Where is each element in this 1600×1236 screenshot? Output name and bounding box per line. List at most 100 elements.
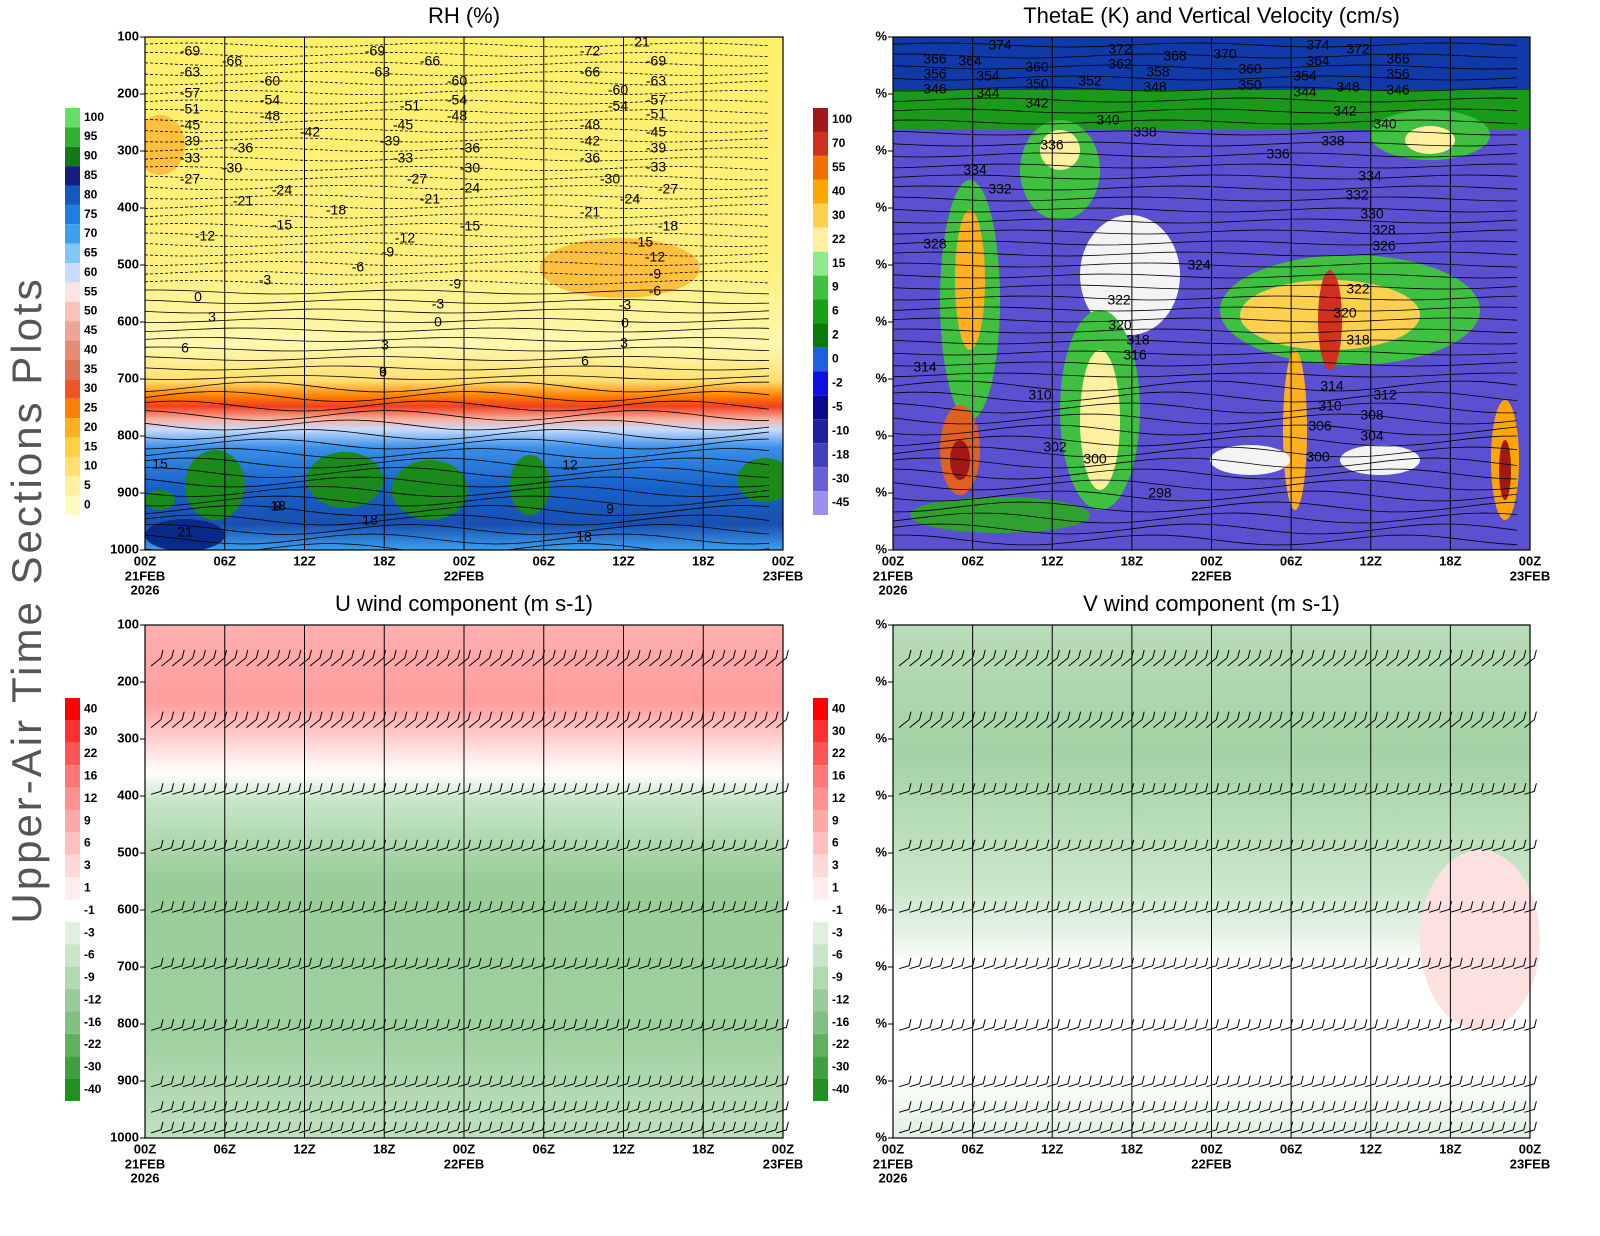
y-tick-label: 300 xyxy=(117,730,139,745)
contour-line xyxy=(893,306,1518,312)
colorbar-label: 6 xyxy=(84,836,91,850)
colorbar-box xyxy=(65,720,80,743)
y-tick-label: % xyxy=(875,313,887,328)
colorbar-label: 1 xyxy=(84,880,91,894)
contour-label: 372 xyxy=(1108,41,1132,57)
colorbar-label: 60 xyxy=(84,265,98,279)
plot-frame xyxy=(892,36,1531,551)
y-tick-label: 900 xyxy=(117,484,139,499)
colorbar-label: 9 xyxy=(832,280,839,294)
contour-label: 342 xyxy=(1025,95,1049,111)
contour-label: 336 xyxy=(1040,137,1064,153)
year-label: 2026 xyxy=(879,582,908,597)
colorbar-label: 20 xyxy=(84,420,98,434)
contour-label: -3 xyxy=(259,272,272,288)
x-tick-label: 00Z xyxy=(1519,1141,1541,1156)
contour-line xyxy=(145,448,770,459)
y-tick-label: % xyxy=(875,730,887,745)
chart-title: V wind component (m s-1) xyxy=(1083,591,1340,616)
colorbar-label: 12 xyxy=(832,791,846,805)
colorbar-box xyxy=(65,1033,80,1057)
colorbar-box xyxy=(813,347,828,372)
colorbar-label: 5 xyxy=(84,478,91,492)
contour-line xyxy=(893,64,1518,70)
contour-label: 320 xyxy=(1108,317,1132,333)
contour-line xyxy=(893,512,1518,524)
colorbar-box xyxy=(65,944,80,967)
colorbar-label: 15 xyxy=(84,439,98,453)
colorbar-label: 22 xyxy=(84,746,98,760)
y-tick-label: 200 xyxy=(117,85,139,100)
y-tick-label: 600 xyxy=(117,313,139,328)
y-tick-label: % xyxy=(875,85,887,100)
contour-line xyxy=(893,402,1517,414)
colorbar-label: -16 xyxy=(84,1015,102,1029)
y-tick-label: % xyxy=(875,787,887,802)
x-tick-label: 12Z xyxy=(1360,553,1382,568)
contour-label: -63 xyxy=(180,64,200,80)
colorbar-label: 1 xyxy=(832,880,839,894)
colorbar-box xyxy=(65,166,80,186)
colorbar-box xyxy=(813,944,828,967)
colorbar-box xyxy=(813,299,828,324)
x-tick-label: 12Z xyxy=(293,1141,315,1156)
contour-line xyxy=(893,262,1518,268)
contour-line xyxy=(145,457,770,469)
y-tick-label: % xyxy=(875,673,887,688)
y-tick-label: 1000 xyxy=(110,1129,139,1144)
x-tick-label: 00Z xyxy=(882,553,904,568)
contour-line xyxy=(893,207,1518,213)
contour-label: 12 xyxy=(562,457,578,473)
contour-line xyxy=(893,339,1518,345)
contour-label: -12 xyxy=(395,230,415,246)
contour-label: -39 xyxy=(380,133,400,149)
contour-line xyxy=(145,505,770,516)
contour-label: 316 xyxy=(1123,347,1147,363)
contour-label: 310 xyxy=(1318,398,1342,414)
colorbar-label: 40 xyxy=(84,342,98,356)
contour-label: -36 xyxy=(580,150,600,166)
x-tick-label: 06Z xyxy=(214,553,236,568)
contour-label: 18 xyxy=(576,529,592,545)
plot-frame xyxy=(144,36,784,551)
colorbar-box xyxy=(65,832,80,855)
x-tick-label: 18Z xyxy=(692,1141,714,1156)
x-tick-label: 12Z xyxy=(612,553,634,568)
contour-label: -54 xyxy=(260,92,280,108)
contour-label: 348 xyxy=(1143,79,1167,95)
x-tick-label: 00Z xyxy=(453,1141,475,1156)
colorbar-box xyxy=(65,1011,80,1034)
contour-label: -30 xyxy=(460,160,480,176)
colorbar-label: -12 xyxy=(84,992,102,1006)
contour-label: -27 xyxy=(658,181,678,197)
x-tick-label: 12Z xyxy=(1360,1141,1382,1156)
y-tick-label: 800 xyxy=(117,427,139,442)
contour-label: 300 xyxy=(1306,449,1330,465)
colorbar-box xyxy=(65,263,80,283)
contour-label: 21 xyxy=(177,524,193,540)
contour-line xyxy=(145,118,770,124)
contour-label: -9 xyxy=(449,276,462,292)
colorbar-label: 2 xyxy=(832,328,839,342)
contour-label: -48 xyxy=(260,108,280,124)
colorbar-box xyxy=(813,155,828,180)
colorbar-label: -5 xyxy=(832,399,843,413)
colorbar-box xyxy=(65,224,80,244)
page-title: Upper-Air Time Sections Plots xyxy=(3,276,50,923)
contour-label: 338 xyxy=(1321,133,1345,149)
colorbar-box xyxy=(813,251,828,276)
colorbar-box xyxy=(813,765,828,788)
contour-line xyxy=(145,289,770,295)
y-tick-label: % xyxy=(875,370,887,385)
x-tick-label: 00Z xyxy=(772,1141,794,1156)
colorbar-label: -40 xyxy=(832,1082,850,1096)
contour-label: -42 xyxy=(300,124,320,140)
colorbar-label: 16 xyxy=(832,769,846,783)
contour-label: -33 xyxy=(393,150,413,166)
contour-label: 9 xyxy=(274,498,282,514)
y-tick-label: % xyxy=(875,142,887,157)
chart-title: ThetaE (K) and Vertical Velocity (cm/s) xyxy=(1023,3,1400,28)
year-label: 2026 xyxy=(131,582,160,597)
contour-label: 21 xyxy=(634,34,650,50)
x-tick-label: 00Z xyxy=(882,1141,904,1156)
